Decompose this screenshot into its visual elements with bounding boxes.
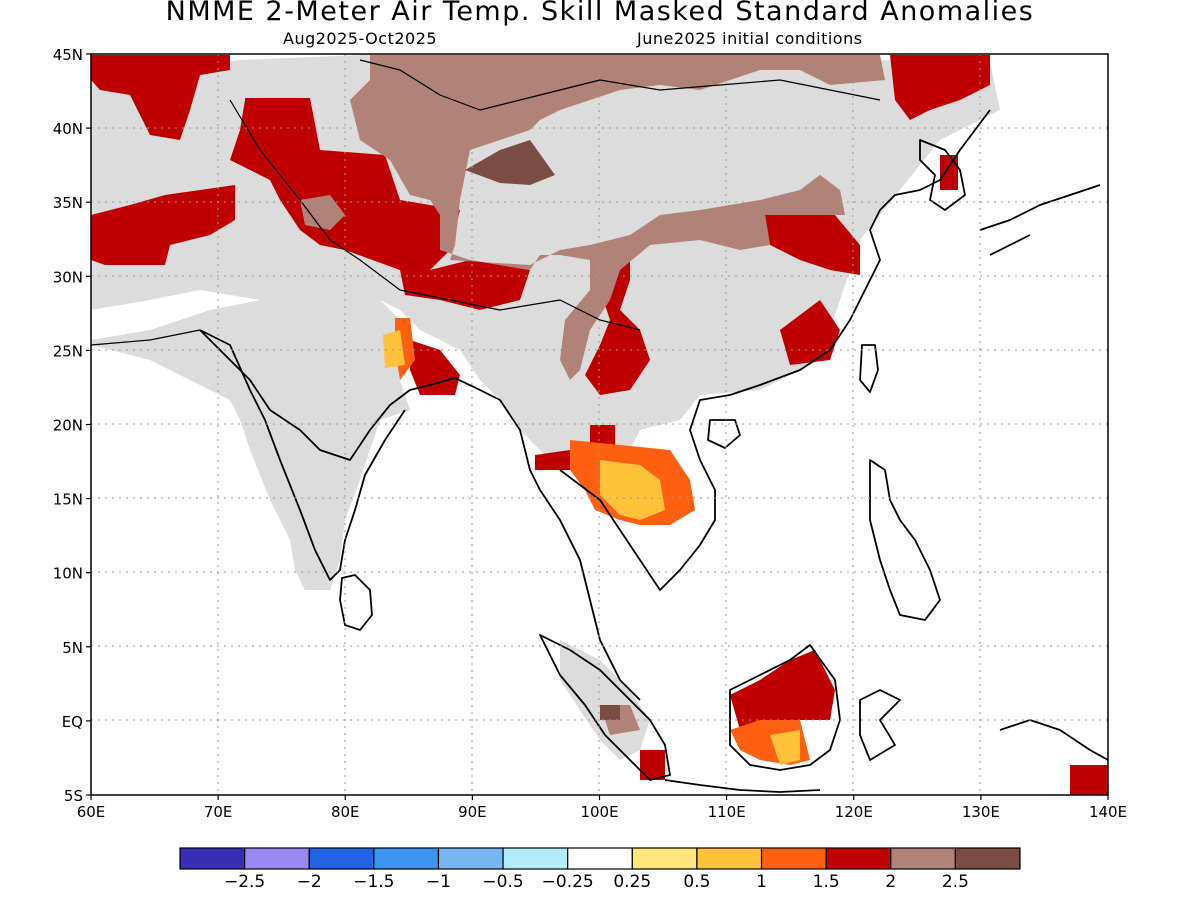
map-plot-area [91,54,1108,795]
colorbar-label: −2 [296,872,322,892]
map-title: NMME 2-Meter Air Temp. Skill Masked Stan… [165,0,1035,27]
colorbar-swatch [890,847,956,870]
coastline-java [664,779,821,793]
colorbar-swatch [760,847,827,870]
coastline-srilanka [339,574,373,631]
coastline-sumatra [539,634,671,781]
colorbar-label: −1.5 [353,872,395,892]
masked-regions [91,55,1000,760]
colorbar-swatch [631,847,698,870]
colorbar-label: 0.25 [613,872,652,892]
lat-tick-label: 10N [53,565,83,583]
anomaly-region-pakistan [300,195,345,230]
lon-tick-label: 80E [331,803,360,821]
lat-tick-label: 40N [53,120,83,138]
lat-tick-label: 5S [64,787,83,805]
anomaly-region-bengal [410,340,460,395]
lat-tick-label: EQ [62,713,83,731]
coastline-borneo [729,644,841,771]
colorbar [179,847,1021,870]
coastline-india [199,329,541,581]
coastline-philippines [869,459,941,621]
anomaly-region-mongolia [350,55,885,380]
lon-tick-label: 130E [962,803,1000,821]
lat-tick-label: 20N [53,417,83,435]
coastline-indochina [539,394,731,701]
colorbar-label: −1 [425,872,451,892]
colorbar-label: −2.5 [223,872,266,892]
lon-tick-label: 120E [835,803,873,821]
anomaly-region-east-india [383,330,405,368]
anomaly-region-kazakh [91,55,230,140]
colorbar-label: 1 [756,872,767,892]
colorbar-swatch [567,847,633,870]
anomaly-region-tibet [230,98,530,310]
lon-tick-label: 70E [204,803,233,821]
anomaly-region-manchuria [890,55,990,120]
anomaly-yellow-regions [383,330,800,765]
anomaly-region-central-asia [91,185,235,265]
border-lines [91,59,881,346]
anomaly-region-thailand-central [600,460,665,520]
lat-tick-label: 45N [53,46,83,64]
anomaly-dark-red-regions [91,55,1108,795]
lon-tick-label: 60E [77,803,106,821]
coastline-korea [919,139,966,211]
anomaly-dark-brown-regions [465,140,620,720]
coastline-taiwan [859,344,879,393]
anomaly-region-south-china [780,300,840,365]
lat-tick-label: 35N [53,194,83,212]
anomaly-region-myanmar [535,450,570,470]
colorbar-swatch [308,847,375,870]
colorbar-swatch [954,847,1021,870]
masked-region-sumatra [560,640,650,760]
anomaly-region-newguinea [1070,765,1108,795]
colorbar-label: −0.5 [482,872,524,892]
colorbar-swatch [437,847,504,870]
anomaly-region-thailand-north [590,425,615,445]
colorbar-swatch [502,847,569,870]
colorbar-swatch [179,847,246,870]
lon-tick-label: 140E [1089,803,1127,821]
lat-tick-label: 25N [53,342,83,360]
coastline-newguinea [999,719,1108,761]
colorbar-label: −0.25 [541,872,594,892]
colorbar-label: 2 [885,872,897,892]
anomaly-region-korea [940,155,958,190]
coastline-china [729,109,991,396]
colorbar-label: 1.5 [812,872,840,892]
coastlines [91,59,1108,793]
lon-tick-label: 110E [708,803,746,821]
colorbar-swatch [825,847,892,870]
anomaly-region-sumatra-south [640,750,665,780]
coastline-hainan [707,419,741,449]
lat-tick-label: 30N [53,268,83,286]
colorbar-swatch [373,847,440,870]
lon-tick-label: 90E [458,803,487,821]
anomaly-region-borneo-southwest [770,730,800,765]
colorbar-swatch [244,847,310,870]
lat-tick-label: 15N [53,491,83,509]
anomaly-region-borneo [730,650,835,730]
forecast-period: Aug2025-Oct2025 [283,29,438,48]
anomaly-region-sumatra-peak [600,705,620,720]
initial-conditions: June2025 initial conditions [637,29,863,48]
lat-tick-label: 5N [62,639,83,657]
colorbar-swatch [696,847,763,870]
anomaly-region-qinghai [465,140,555,185]
lon-tick-label: 100E [580,803,618,821]
colorbar-label: 0.5 [683,872,711,892]
anomaly-region-east-china [765,215,860,275]
coastline-japan [979,184,1101,256]
masked-region-india [91,300,410,590]
coastline-sulawesi [859,689,901,761]
gridlines [91,54,1108,795]
colorbar-label: 2.5 [941,872,969,892]
